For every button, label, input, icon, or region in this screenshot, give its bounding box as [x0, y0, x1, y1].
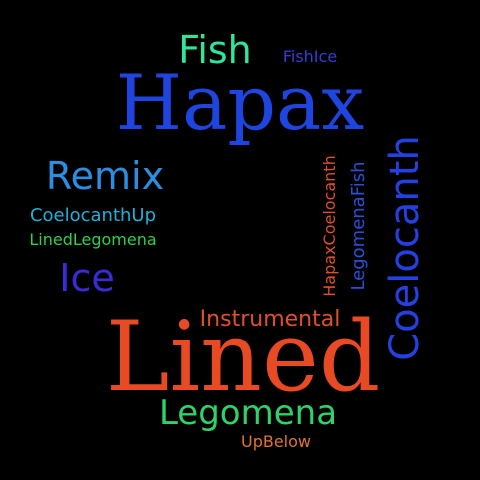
word-fish: Fish [178, 28, 252, 72]
word-fishice: FishIce [282, 47, 338, 66]
word-upbelow: UpBelow [240, 432, 312, 451]
word-hapax: Hapax [115, 58, 365, 147]
word-coelocanth: Coelocanth [382, 135, 428, 361]
word-lined: Lined [105, 301, 381, 413]
word-legomena: Legomena [158, 393, 338, 433]
word-linedlegomena: LinedLegomena [29, 230, 157, 249]
word-coelocanthup: CoelocanthUp [29, 205, 157, 226]
word-remix: Remix [45, 154, 165, 198]
word-instrumental: Instrumental [199, 307, 341, 332]
word-hapaxcoelocanth: HapaxCoelocanth [320, 155, 339, 297]
word-ice: Ice [59, 256, 115, 300]
word-legomenafish: LegomenaFish [348, 161, 369, 291]
